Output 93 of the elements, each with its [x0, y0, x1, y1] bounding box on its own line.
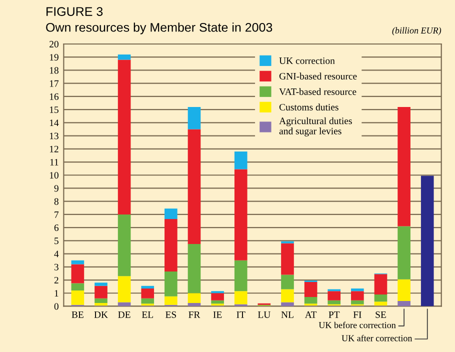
bar [71, 264, 84, 284]
y-tick-label: 7 [54, 211, 59, 218]
bar [164, 219, 178, 272]
y-tick-label: 11 [50, 158, 58, 166]
x-tick-label: FI [353, 311, 362, 318]
x-tick-label: PT [328, 311, 340, 318]
x-tick-label: IT [236, 311, 246, 318]
y-tick-label: 16 [50, 93, 59, 100]
bar [118, 214, 131, 276]
x-tick-label: BE [72, 311, 84, 318]
x-tick-label: NL [281, 311, 294, 318]
bar [281, 243, 294, 275]
legend-label: UK correction [279, 57, 335, 64]
bar [328, 291, 341, 300]
y-tick-label: 18 [50, 67, 58, 74]
legend-label: VAT-based resource [279, 88, 356, 96]
bar [374, 302, 388, 306]
chart-title: FIGURE 3 [46, 7, 103, 16]
x-tick-label: DK [94, 311, 108, 318]
bar [304, 282, 318, 298]
bar [211, 293, 224, 300]
bar [94, 282, 108, 286]
y-tick-label: 13 [50, 132, 58, 140]
y-tick-label: 15 [50, 106, 58, 114]
bar [71, 290, 84, 305]
text: (billion EUR) [392, 27, 442, 36]
bar [94, 286, 108, 298]
y-tick-label: 0 [54, 303, 58, 310]
bar [188, 293, 201, 303]
bar [281, 274, 294, 290]
text: UK before correction [318, 322, 396, 328]
bar [94, 302, 108, 306]
bar [398, 279, 410, 301]
bar [141, 286, 154, 289]
bar [94, 298, 108, 303]
legend-label: Customs duties [279, 104, 338, 110]
bar [374, 274, 388, 294]
bar [234, 291, 248, 304]
x-tick-label: ES [166, 311, 176, 318]
y-tick-label: 5 [54, 238, 58, 244]
y-tick-label: 12 [50, 146, 58, 152]
bar [118, 276, 131, 302]
bar [71, 283, 84, 291]
bar [71, 260, 84, 264]
bar [304, 297, 318, 304]
bar [118, 60, 131, 214]
bar [141, 298, 154, 304]
bar [398, 226, 410, 280]
bar [188, 129, 201, 244]
bar [211, 300, 224, 304]
bar [164, 296, 178, 305]
y-tick-label: 4 [54, 250, 59, 258]
bar [188, 106, 201, 130]
bar [398, 300, 410, 306]
y-tick-label: 8 [54, 198, 58, 205]
bar [398, 106, 410, 226]
bar [374, 294, 388, 302]
y-tick-label: 6 [54, 224, 59, 232]
bar [234, 169, 248, 260]
y-tick-label: 2 [54, 276, 58, 284]
bar [328, 300, 341, 304]
bar [118, 54, 131, 60]
y-tick-label: 14 [50, 120, 59, 126]
y-tick-label: 9 [54, 185, 58, 192]
x-tick-label: AT [304, 311, 317, 318]
bar [351, 300, 364, 304]
bar [188, 244, 201, 294]
y-tick-label: 20 [50, 40, 58, 48]
text: UK after correction [342, 334, 412, 342]
bar [420, 176, 434, 306]
y-tick-label: 10 [50, 172, 58, 179]
x-tick-label: DE [118, 311, 130, 318]
bar [281, 302, 294, 306]
bar [281, 289, 294, 302]
bar [234, 260, 248, 292]
x-tick-label: IE [213, 311, 222, 318]
bar [234, 152, 248, 170]
y-tick-label: 1 [54, 290, 58, 296]
bar [351, 288, 364, 292]
bar [141, 288, 154, 298]
bar [351, 291, 364, 300]
x-tick-label: EL [142, 311, 153, 318]
x-tick-label: FR [188, 311, 200, 318]
legend-label: GNI-based resource [279, 72, 357, 80]
y-tick-label: 19 [50, 54, 58, 61]
y-tick-label: 17 [50, 80, 59, 87]
x-tick-label: LU [258, 311, 270, 318]
bar [164, 208, 178, 220]
bar [164, 271, 178, 296]
x-tick-label: SE [376, 311, 386, 318]
legend-label: Agricultural duties and sugar levies [279, 117, 352, 136]
chart-subtitle: Own resources by Member State in 2003 [46, 22, 272, 34]
y-tick-label: 3 [54, 264, 58, 270]
